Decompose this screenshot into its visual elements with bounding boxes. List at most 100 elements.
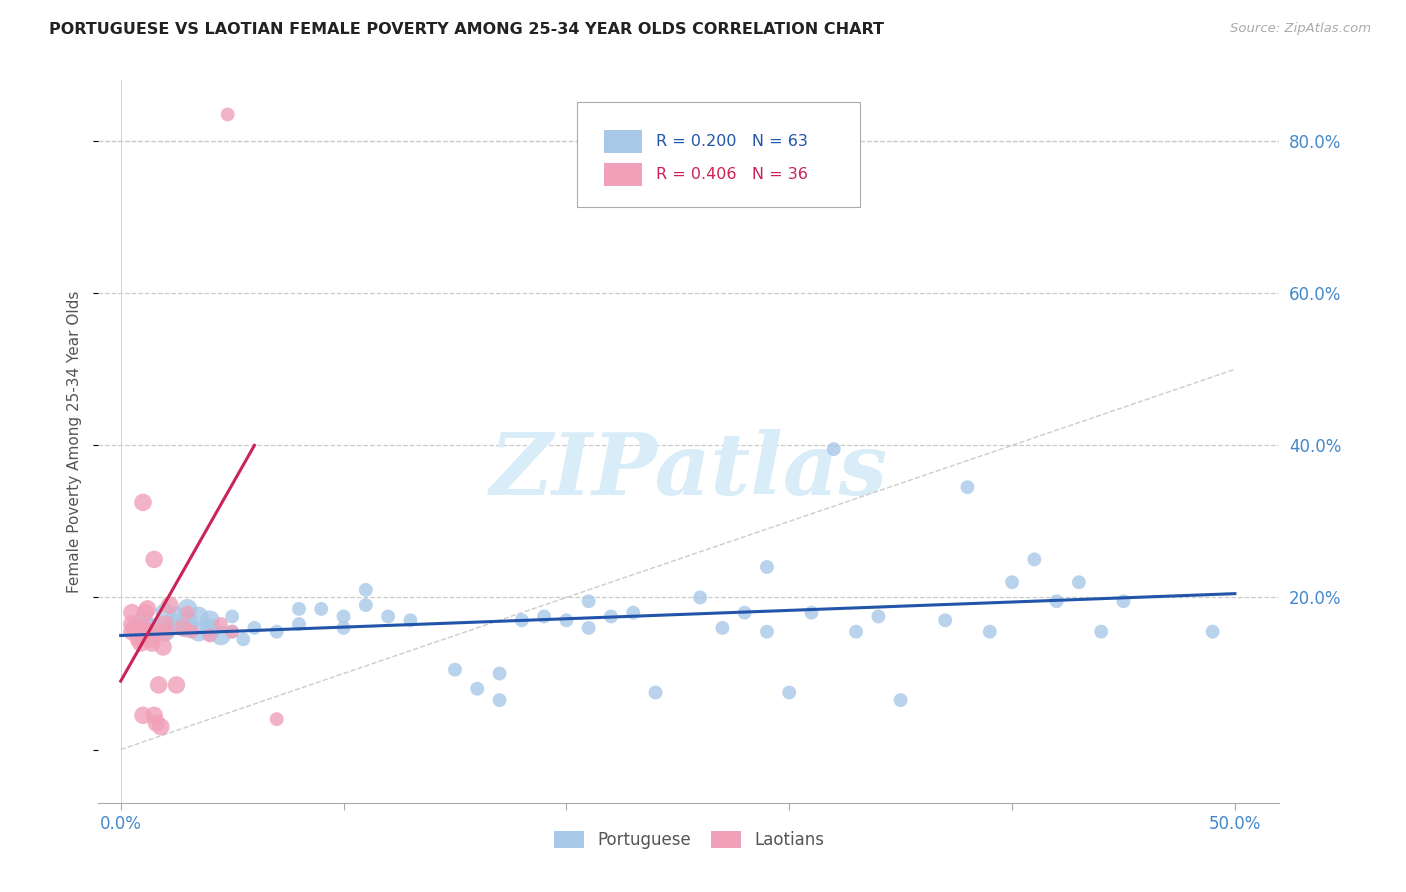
Point [132, 621, 155, 635]
Point [136, 624, 159, 639]
Point [644, 685, 666, 699]
FancyBboxPatch shape [605, 130, 641, 153]
Point [956, 480, 979, 494]
Point [221, 624, 243, 639]
Point [621, 606, 644, 620]
Point [1024, 552, 1046, 566]
Point [121, 606, 143, 620]
Point [176, 602, 198, 616]
Point [332, 609, 354, 624]
Point [198, 624, 221, 639]
Point [172, 621, 194, 635]
Point [845, 624, 868, 639]
Point [187, 609, 209, 624]
Point [187, 624, 209, 639]
Point [465, 681, 488, 696]
Point [181, 624, 204, 639]
Point [600, 609, 623, 624]
Point [136, 602, 159, 616]
Point [890, 693, 912, 707]
Point [1067, 575, 1090, 590]
Point [979, 624, 1001, 639]
Point [176, 613, 198, 627]
Point [778, 685, 800, 699]
Point [132, 708, 155, 723]
Point [132, 495, 155, 509]
Point [141, 636, 163, 650]
Text: R = 0.200   N = 63: R = 0.200 N = 63 [655, 134, 807, 149]
Point [1001, 575, 1024, 590]
Point [143, 552, 166, 566]
Point [198, 628, 221, 642]
Point [149, 720, 172, 734]
Point [145, 715, 167, 730]
Point [578, 621, 600, 635]
Point [129, 624, 152, 639]
Point [1090, 624, 1112, 639]
Point [488, 666, 510, 681]
Point [138, 632, 160, 647]
Point [143, 621, 166, 635]
Point [155, 624, 177, 639]
Point [354, 582, 377, 597]
Point [128, 632, 150, 647]
Point [159, 598, 181, 612]
Point [266, 624, 288, 639]
Point [221, 609, 243, 624]
Point [934, 613, 956, 627]
Text: ZIPatlas: ZIPatlas [489, 429, 889, 512]
Point [1046, 594, 1069, 608]
FancyBboxPatch shape [576, 102, 860, 207]
Point [132, 624, 155, 639]
Point [288, 602, 311, 616]
Y-axis label: Female Poverty Among 25-34 Year Olds: Female Poverty Among 25-34 Year Olds [67, 291, 83, 592]
Point [755, 560, 778, 574]
Point [129, 636, 152, 650]
Point [122, 621, 145, 635]
Point [217, 107, 239, 121]
Point [132, 628, 155, 642]
Point [125, 621, 148, 635]
Point [209, 628, 232, 642]
Point [132, 613, 155, 627]
Point [354, 598, 377, 612]
Point [165, 617, 187, 632]
Point [232, 632, 254, 647]
FancyBboxPatch shape [605, 162, 641, 186]
Legend: Portuguese, Laotians: Portuguese, Laotians [547, 824, 831, 856]
Point [198, 613, 221, 627]
Point [121, 624, 143, 639]
Point [377, 609, 399, 624]
Point [488, 693, 510, 707]
Point [176, 606, 198, 620]
Point [823, 442, 845, 457]
Point [578, 594, 600, 608]
Point [711, 621, 734, 635]
Point [399, 613, 422, 627]
Point [1201, 624, 1223, 639]
Text: Source: ZipAtlas.com: Source: ZipAtlas.com [1230, 22, 1371, 36]
Text: R = 0.406   N = 36: R = 0.406 N = 36 [655, 167, 807, 182]
Point [510, 613, 533, 627]
Point [288, 617, 311, 632]
Point [165, 678, 187, 692]
Point [868, 609, 890, 624]
Point [134, 606, 156, 620]
Point [121, 617, 143, 632]
Point [243, 621, 266, 635]
Point [209, 617, 232, 632]
Point [689, 591, 711, 605]
Point [221, 624, 243, 639]
Text: PORTUGUESE VS LAOTIAN FEMALE POVERTY AMONG 25-34 YEAR OLDS CORRELATION CHART: PORTUGUESE VS LAOTIAN FEMALE POVERTY AMO… [49, 22, 884, 37]
Point [1112, 594, 1135, 608]
Point [198, 621, 221, 635]
Point [555, 613, 578, 627]
Point [148, 678, 170, 692]
Point [143, 708, 166, 723]
Point [800, 606, 823, 620]
Point [155, 617, 177, 632]
Point [533, 609, 555, 624]
Point [176, 621, 198, 635]
Point [155, 606, 177, 620]
Point [165, 609, 187, 624]
